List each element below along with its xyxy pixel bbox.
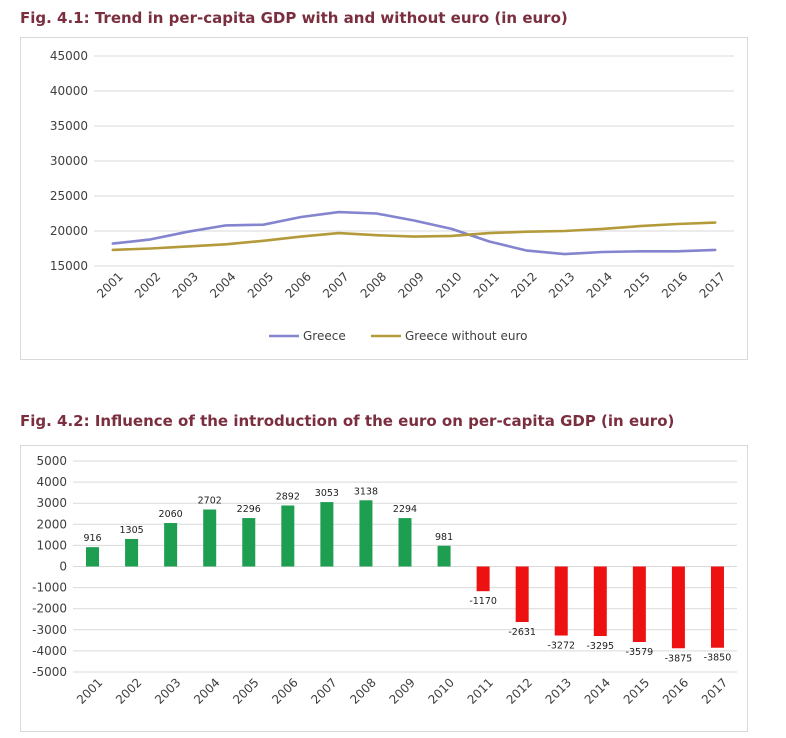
bar xyxy=(437,545,451,567)
bar xyxy=(86,547,100,567)
data-label: -2631 xyxy=(508,627,536,638)
x-tick-label: 2012 xyxy=(508,269,539,300)
y-tick-label: -1000 xyxy=(32,581,67,595)
data-label: -1170 xyxy=(469,596,497,607)
y-tick-label: 1000 xyxy=(36,538,67,552)
bar xyxy=(125,538,139,567)
y-tick-label: -4000 xyxy=(32,644,67,658)
data-label: 2892 xyxy=(276,491,300,502)
y-tick-label: 30000 xyxy=(50,154,88,168)
x-tick-label: 2014 xyxy=(582,675,613,706)
bar xyxy=(632,566,646,643)
x-tick-label: 2008 xyxy=(358,269,389,300)
x-tick-label: 2008 xyxy=(347,675,378,706)
x-tick-label: 2009 xyxy=(395,269,426,300)
y-tick-label: 0 xyxy=(59,560,67,574)
bar xyxy=(476,566,490,592)
y-tick-label: 5000 xyxy=(36,454,67,468)
x-tick-label: 2007 xyxy=(320,269,351,300)
x-tick-label: 2005 xyxy=(230,675,261,706)
y-tick-label: 25000 xyxy=(50,189,88,203)
x-tick-label: 2016 xyxy=(659,269,690,300)
data-label: 2702 xyxy=(198,495,222,506)
x-tick-label: 2003 xyxy=(170,269,201,300)
bar xyxy=(710,566,724,648)
data-label: -3579 xyxy=(626,647,654,658)
bar xyxy=(164,523,178,567)
x-tick-label: 2003 xyxy=(152,675,183,706)
x-tick-label: 2017 xyxy=(697,269,728,300)
y-tick-label: 3000 xyxy=(36,496,67,510)
x-tick-label: 2010 xyxy=(433,269,464,300)
data-label: -3850 xyxy=(704,653,732,664)
data-label: -3272 xyxy=(547,641,575,652)
x-tick-label: 2004 xyxy=(191,675,222,706)
data-label: 916 xyxy=(83,533,101,544)
bar xyxy=(398,518,412,567)
x-tick-label: 2010 xyxy=(425,675,456,706)
x-tick-label: 2004 xyxy=(207,269,238,300)
x-tick-label: 2015 xyxy=(621,269,652,300)
x-tick-label: 2005 xyxy=(245,269,276,300)
bar-chart: 5000 4000 3000 2000 1000 0 -1000 -2000 -3000 -400… xyxy=(32,454,737,707)
y-tick-label: 45000 xyxy=(50,49,88,63)
bar xyxy=(242,518,256,567)
x-tick-label: 2013 xyxy=(543,675,574,706)
data-label: 981 xyxy=(435,532,453,543)
y-tick-label: 4000 xyxy=(36,475,67,489)
legend-label: Greece xyxy=(303,329,346,343)
data-label: 2060 xyxy=(159,509,183,520)
x-tick-label: 2002 xyxy=(113,675,144,706)
x-tick-label: 2013 xyxy=(546,269,577,300)
y-tick-label: 2000 xyxy=(36,517,67,531)
x-tick-label: 2012 xyxy=(504,675,535,706)
x-tick-label: 2001 xyxy=(74,675,105,706)
bar xyxy=(593,566,607,637)
x-tick-label: 2007 xyxy=(308,675,339,706)
data-label: -3295 xyxy=(586,641,614,652)
legend-label: Greece without euro xyxy=(405,329,527,343)
y-tick-label: -2000 xyxy=(32,602,67,616)
y-tick-label: 35000 xyxy=(50,119,88,133)
series-line xyxy=(111,210,717,256)
series-line xyxy=(111,221,717,252)
x-tick-label: 2006 xyxy=(282,269,313,300)
y-tick-label: 20000 xyxy=(50,224,88,238)
data-label: 2296 xyxy=(237,504,261,515)
y-tick-label: -3000 xyxy=(32,623,67,637)
chart-title: Fig. 4.2: Influence of the introduction … xyxy=(20,412,675,430)
data-label: 1305 xyxy=(119,525,143,536)
x-tick-label: 2001 xyxy=(94,269,125,300)
x-tick-label: 2006 xyxy=(269,675,300,706)
bar xyxy=(554,566,568,636)
data-label: 2294 xyxy=(393,504,417,515)
bar-chart-area: 5000 4000 3000 2000 1000 0 -1000 -2000 -3000 -400… xyxy=(20,445,748,732)
x-tick-label: 2009 xyxy=(386,675,417,706)
x-tick-label: 2014 xyxy=(584,269,615,300)
y-tick-label: -5000 xyxy=(32,665,67,679)
bar xyxy=(671,566,685,649)
x-tick-label: 2015 xyxy=(621,675,652,706)
bar xyxy=(359,500,373,567)
y-tick-label: 40000 xyxy=(50,84,88,98)
bar xyxy=(281,505,295,567)
data-label: -3875 xyxy=(665,653,693,664)
x-tick-label: 2017 xyxy=(699,675,730,706)
bar xyxy=(320,502,334,567)
chart-title: Fig. 4.1: Trend in per-capita GDP with a… xyxy=(20,9,568,27)
data-label: 3138 xyxy=(354,486,378,497)
x-tick-label: 2002 xyxy=(132,269,163,300)
x-tick-label: 2011 xyxy=(471,269,502,300)
x-tick-label: 2011 xyxy=(465,675,496,706)
bar xyxy=(203,509,217,567)
x-tick-label: 2016 xyxy=(660,675,691,706)
line-chart-area: 45000 40000 35000 30000 25000 20000 15000 2001 2… xyxy=(20,37,748,360)
data-label: 3053 xyxy=(315,488,339,499)
y-tick-label: 15000 xyxy=(50,259,88,273)
bar xyxy=(515,566,529,623)
